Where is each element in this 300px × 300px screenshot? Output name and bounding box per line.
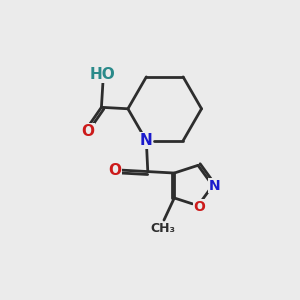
Text: HO: HO bbox=[90, 68, 116, 82]
Text: N: N bbox=[140, 133, 153, 148]
Text: O: O bbox=[194, 200, 206, 214]
Text: O: O bbox=[81, 124, 94, 139]
Text: O: O bbox=[108, 163, 121, 178]
Text: N: N bbox=[209, 178, 221, 193]
Text: CH₃: CH₃ bbox=[150, 222, 175, 235]
